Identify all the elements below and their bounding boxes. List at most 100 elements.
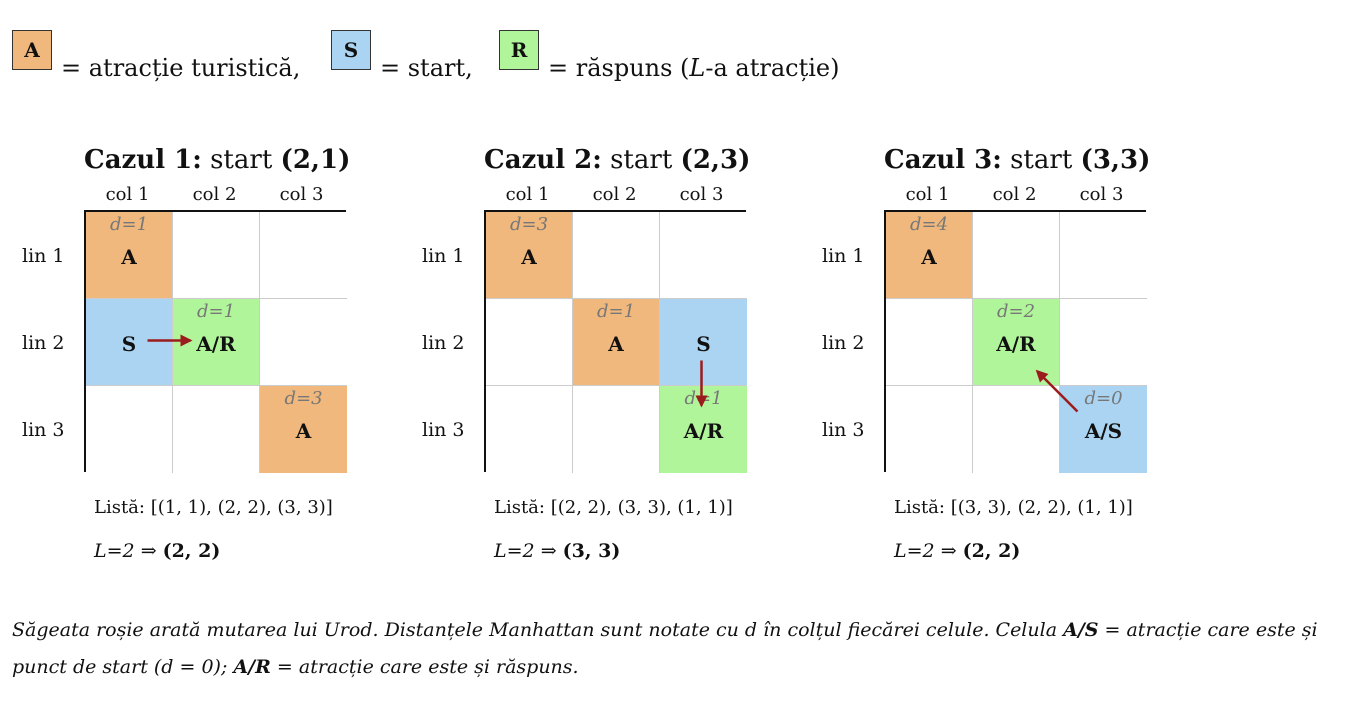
- grid-cell-empty: [573, 212, 660, 299]
- legend-answer-text-start: = răspuns (: [548, 54, 690, 82]
- cell-label: A/S: [1084, 419, 1123, 443]
- cell-label: A/R: [683, 419, 724, 443]
- attraction-list: Listă: [(3, 3), (2, 2), (1, 1)]: [894, 497, 1133, 518]
- grid-cell-attraction: d=1 A: [573, 299, 660, 386]
- caption-bold-as: A/S: [1063, 619, 1099, 641]
- caption-part2: = atracție care este și punct de start (…: [12, 619, 1318, 678]
- move-arrow-head: [180, 334, 193, 347]
- grid-cell-empty: [86, 386, 173, 473]
- case-title-start: start: [610, 145, 673, 175]
- caption: Săgeata roșie arată mutarea lui Urod. Di…: [12, 612, 1342, 686]
- grid-cell-empty: [886, 299, 973, 386]
- case-title: Cazul 2: start (2,3): [484, 145, 750, 175]
- grid-cell-start: d=0 A/S: [1060, 386, 1147, 473]
- case-title-label: Cazul 1:: [84, 145, 202, 175]
- legend-text-answer: = răspuns (L-a atracție): [548, 54, 839, 82]
- case-title-coord: (2,1): [280, 145, 351, 175]
- case-title: Cazul 1: start (2,1): [84, 145, 350, 175]
- legend-text-start: = start,: [380, 54, 473, 82]
- cell-label: A: [521, 245, 537, 269]
- case-title-start: start: [1010, 145, 1073, 175]
- cell-label: A: [121, 245, 137, 269]
- grid-cell-attraction: d=3 A: [260, 386, 347, 473]
- grid-cell-empty: [173, 386, 260, 473]
- legend-box-attraction: A: [12, 30, 52, 70]
- grid-cell-empty: [173, 212, 260, 299]
- legend-box-answer: R: [499, 30, 539, 70]
- column-header: col 3: [279, 184, 324, 205]
- legend-answer-var: L: [689, 54, 706, 82]
- row-header: lin 2: [822, 332, 865, 354]
- result-l-value: L=2: [894, 540, 935, 562]
- grid-cell-empty: [260, 212, 347, 299]
- grid-cell-attraction: d=1 A: [86, 212, 173, 299]
- grid-cell-empty: [486, 299, 573, 386]
- cell-label: A/R: [196, 332, 236, 356]
- manhattan-distance: d=1: [196, 301, 236, 322]
- grid-cell-attraction: d=3 A: [486, 212, 573, 299]
- list-label: Listă:: [94, 497, 145, 518]
- move-arrow-head: [1035, 369, 1049, 383]
- grid-cell-start: S: [86, 299, 173, 386]
- grid-cell-empty: [1060, 212, 1147, 299]
- caption-bold-ar: A/R: [233, 656, 271, 678]
- result-coordinate: (3, 3): [562, 540, 621, 562]
- move-arrow-layer: [1035, 369, 1079, 413]
- column-header: col 2: [592, 184, 637, 205]
- case-title: Cazul 3: start (3,3): [884, 145, 1150, 175]
- legend: A = atracție turistică, S = start, R = r…: [12, 30, 1012, 90]
- grid-cell-answer: d=2 A/R: [973, 299, 1060, 386]
- result-coordinate: (2, 2): [962, 540, 1021, 562]
- column-header: col 3: [679, 184, 724, 205]
- manhattan-distance: d=0: [1084, 388, 1123, 409]
- row-header: lin 3: [822, 419, 865, 441]
- legend-text-attraction: = atracție turistică,: [61, 54, 301, 82]
- column-header: col 2: [192, 184, 237, 205]
- move-arrow-head: [695, 395, 708, 408]
- cell-label: A: [608, 332, 624, 356]
- caption-part1: Săgeata roșie arată mutarea lui Urod. Di…: [12, 619, 1064, 641]
- grid-cell-empty: [973, 212, 1060, 299]
- attraction-list: Listă: [(2, 2), (3, 3), (1, 1)]: [494, 497, 733, 518]
- grid-cell-empty: [1060, 299, 1147, 386]
- manhattan-distance: d=1: [596, 301, 636, 322]
- result-l-value: L=2: [494, 540, 535, 562]
- column-header: col 1: [905, 184, 950, 205]
- column-header: col 1: [105, 184, 150, 205]
- row-header: lin 3: [22, 419, 65, 441]
- manhattan-distance: d=3: [284, 388, 323, 409]
- case-title-coord: (2,3): [680, 145, 751, 175]
- cell-label: A: [295, 419, 312, 443]
- list-value: [(2, 2), (3, 3), (1, 1)]: [550, 497, 733, 518]
- grid-cell-empty: [973, 386, 1060, 473]
- implies-symbol: ⇒: [540, 540, 557, 562]
- cell-label: S: [696, 332, 711, 356]
- result-line: L=2 ⇒ (2, 2): [94, 540, 220, 562]
- attraction-list: Listă: [(1, 1), (2, 2), (3, 3)]: [94, 497, 333, 518]
- grid-cell-attraction: d=4 A: [886, 212, 973, 299]
- case-panel-1: Cazul 1: start (2,1) col 1 col 2 col 3 lin 1…: [12, 140, 352, 580]
- grid-cell-start: S: [660, 299, 747, 386]
- case-title-coord: (3,3): [1080, 145, 1151, 175]
- column-header: col 3: [1079, 184, 1124, 205]
- grid-cell-empty: [886, 386, 973, 473]
- row-header: lin 1: [422, 245, 465, 267]
- cell-label: A: [921, 245, 937, 269]
- grid-cell-empty: [573, 386, 660, 473]
- case-title-label: Cazul 3:: [884, 145, 1002, 175]
- grid-cell-empty: [660, 212, 747, 299]
- case-title-start: start: [210, 145, 273, 175]
- case-panel-3: Cazul 3: start (3,3) col 1 col 2 col 3 lin 1…: [812, 140, 1152, 580]
- row-header: lin 2: [22, 332, 65, 354]
- list-value: [(3, 3), (2, 2), (1, 1)]: [950, 497, 1133, 518]
- caption-part3: = atracție care este și răspuns.: [270, 656, 579, 678]
- list-label: Listă:: [894, 497, 945, 518]
- result-line: L=2 ⇒ (3, 3): [494, 540, 620, 562]
- result-l-value: L=2: [94, 540, 135, 562]
- manhattan-distance: d=3: [509, 214, 549, 235]
- grid-cell-answer: d=1A/R: [660, 386, 747, 473]
- grid-cell-empty: [486, 386, 573, 473]
- cell-label: A/R: [996, 332, 1036, 356]
